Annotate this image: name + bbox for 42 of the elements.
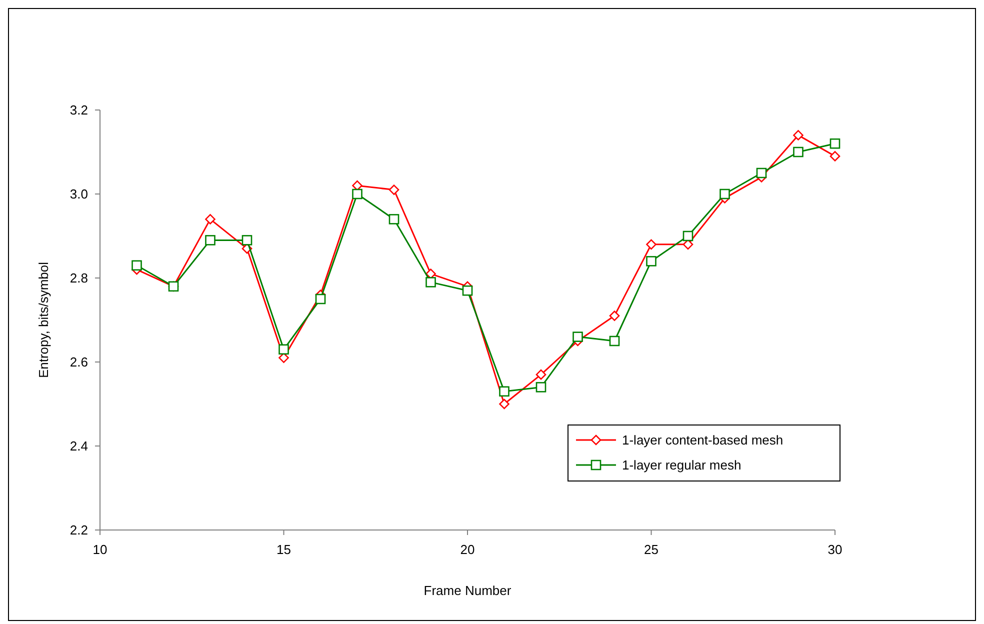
- y-tick-label: 2.8: [70, 270, 88, 286]
- x-tick-label: 25: [644, 542, 658, 557]
- point: [536, 382, 546, 392]
- point: [609, 310, 620, 321]
- point: [609, 336, 620, 346]
- point: [499, 386, 510, 397]
- y-tick-label: 2.6: [70, 354, 88, 370]
- legend-label: 1-layer content-based mesh: [622, 432, 784, 448]
- legend-label: 1-layer regular mesh: [622, 458, 742, 473]
- x-axis-title: Frame Number: [424, 583, 512, 598]
- point: [682, 230, 694, 242]
- y-tick-label: 3.0: [70, 186, 88, 202]
- point: [352, 188, 362, 200]
- point: [793, 146, 804, 158]
- point: [315, 294, 326, 304]
- point: [646, 239, 656, 250]
- point: [242, 235, 252, 246]
- point: [388, 214, 400, 224]
- point: [572, 332, 583, 342]
- point: [830, 138, 840, 149]
- point: [720, 188, 730, 200]
- y-axis-title: Entropy, bits/symbol: [36, 262, 51, 378]
- point: [426, 277, 436, 288]
- x-tick-label: 15: [276, 542, 291, 557]
- x-tick-label: 20: [460, 542, 475, 557]
- y-tick-label: 3.2: [70, 102, 88, 118]
- point: [205, 235, 216, 246]
- point: [462, 285, 473, 296]
- point: [830, 151, 840, 162]
- point: [793, 130, 804, 140]
- point: [646, 256, 656, 266]
- x-tick-label: 30: [828, 542, 842, 557]
- y-tick-label: 2.4: [70, 438, 88, 454]
- point: [499, 398, 510, 410]
- x-tick-label: 10: [92, 542, 108, 557]
- y-tick-label: 2.2: [70, 522, 88, 538]
- point: [132, 260, 142, 271]
- point: [536, 369, 546, 380]
- point: [278, 344, 289, 355]
- point: [756, 168, 767, 178]
- point: [205, 214, 216, 224]
- point: [388, 184, 400, 195]
